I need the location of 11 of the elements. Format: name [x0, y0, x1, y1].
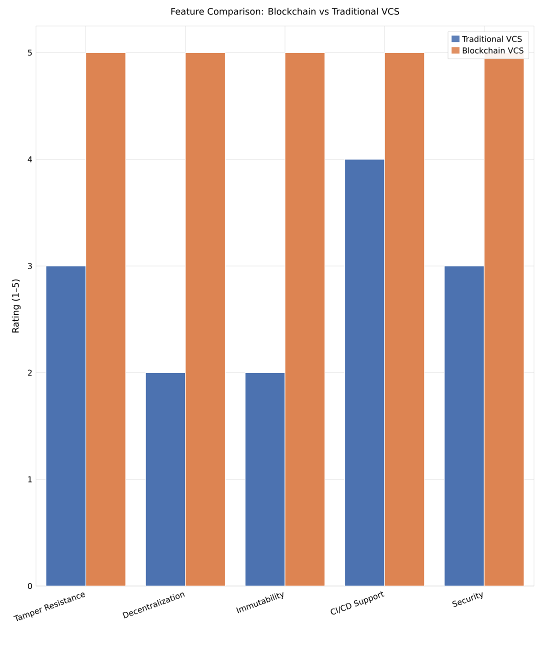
y-axis-title: Rating (1–5) — [12, 279, 21, 332]
bar — [344, 159, 385, 586]
bar — [285, 52, 325, 586]
chart-title: Feature Comparison: Blockchain vs Traditional VCS — [171, 8, 400, 16]
bar — [245, 372, 285, 586]
bar — [146, 372, 186, 586]
bar — [46, 266, 86, 586]
bar — [444, 266, 485, 586]
bar — [185, 52, 226, 586]
bar — [384, 52, 424, 586]
bar — [86, 52, 126, 586]
